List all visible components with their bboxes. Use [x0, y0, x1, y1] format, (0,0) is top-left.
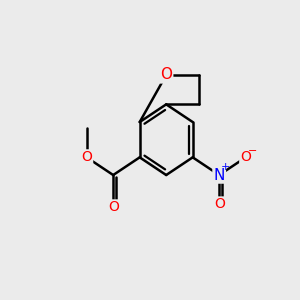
Text: N: N [214, 167, 225, 182]
Text: O: O [81, 150, 92, 164]
Text: −: − [248, 146, 257, 156]
Text: +: + [221, 162, 230, 172]
Text: O: O [240, 150, 251, 164]
Text: O: O [214, 197, 225, 212]
Text: O: O [160, 68, 172, 82]
Text: O: O [108, 200, 118, 214]
